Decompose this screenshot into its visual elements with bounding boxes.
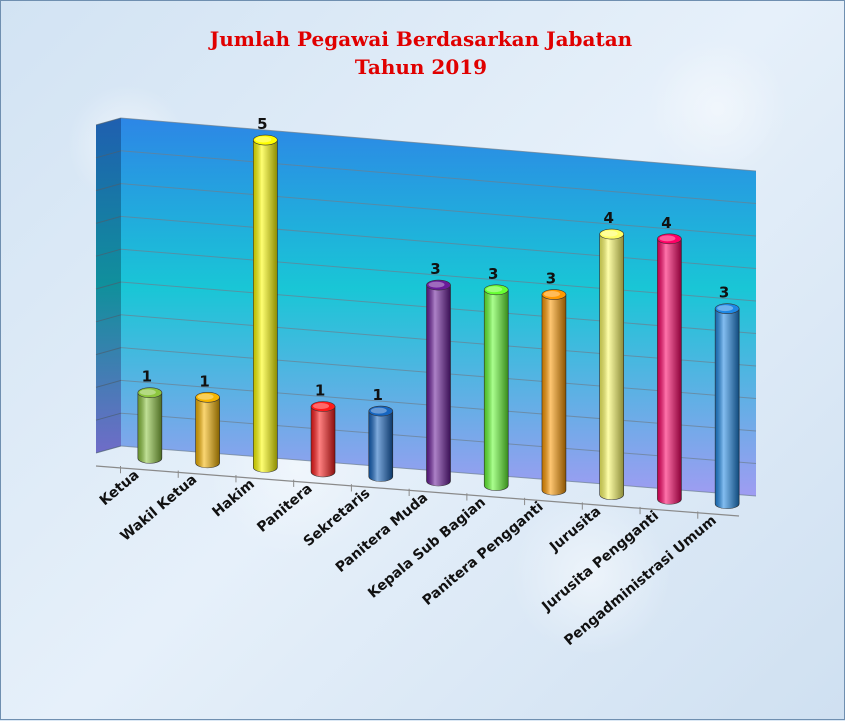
gridline-side xyxy=(95,412,122,421)
gridline-side xyxy=(95,117,122,126)
value-label: 3 xyxy=(719,284,729,302)
gridline-side xyxy=(95,150,122,159)
category-label: Hakim xyxy=(209,476,257,520)
bar-cap-highlight-4 xyxy=(370,407,387,414)
bar-cap-highlight-5 xyxy=(428,281,445,288)
category-label: Kepala Sub Bagian xyxy=(365,494,489,601)
category-label: Jurusita Pengganti xyxy=(538,508,662,615)
bar-cap-8 xyxy=(599,228,624,240)
value-label: 5 xyxy=(257,115,267,133)
bar-cap-4 xyxy=(368,405,394,417)
gridline-side xyxy=(95,248,122,257)
value-label: 1 xyxy=(142,368,152,386)
bar-shading-6 xyxy=(484,289,509,491)
value-label: 3 xyxy=(488,265,498,283)
value-label: 1 xyxy=(315,382,325,400)
value-label: 1 xyxy=(199,372,209,390)
gridline-side xyxy=(95,215,122,224)
bar-cap-highlight-1 xyxy=(197,393,214,400)
gridline-side xyxy=(95,379,122,388)
gridline xyxy=(120,183,757,237)
bar-shading-3 xyxy=(311,406,336,477)
bar-shading-4 xyxy=(368,411,393,482)
category-label: Jurusita xyxy=(546,503,604,555)
bar-shading-9 xyxy=(657,238,682,505)
bar-shading-5 xyxy=(426,285,451,486)
bar-cap-highlight-2 xyxy=(255,136,272,143)
category-label: Panitera Pengganti xyxy=(420,499,547,609)
bar-cap-highlight-0 xyxy=(139,389,156,396)
bar-cap-highlight-9 xyxy=(659,235,676,242)
bar-cap-highlight-3 xyxy=(313,403,330,409)
bar-cap-highlight-10 xyxy=(717,305,734,312)
bar-cap-highlight-7 xyxy=(543,291,560,298)
bar-shading-8 xyxy=(599,234,624,500)
value-label: 1 xyxy=(373,386,383,404)
chart-title: Jumlah Pegawai Berdasarkan Jabatan xyxy=(208,27,633,51)
chart-subtitle: Tahun 2019 xyxy=(355,55,487,79)
gridline-side xyxy=(95,281,122,290)
bar-shading-2 xyxy=(253,140,278,473)
bar-shading-7 xyxy=(541,294,566,496)
gridline-side xyxy=(95,183,122,192)
gridline-side xyxy=(95,347,122,356)
category-label: Panitera xyxy=(254,481,315,536)
bar-cap-highlight-8 xyxy=(601,230,618,237)
value-label: 3 xyxy=(546,270,556,288)
bar-shading-0 xyxy=(137,392,162,464)
bar-cap-highlight-6 xyxy=(486,286,503,293)
category-label: Ketua xyxy=(97,467,143,509)
bar-cap-5 xyxy=(426,279,451,291)
bar-cap-9 xyxy=(657,233,682,245)
x-axis-line xyxy=(95,465,740,517)
bar-cap-7 xyxy=(541,289,567,300)
gridline-side xyxy=(95,445,122,454)
bar-shading-1 xyxy=(195,397,220,468)
bar-cap-10 xyxy=(714,303,740,314)
gridline xyxy=(120,248,757,302)
gridline-side xyxy=(95,314,122,323)
gridline xyxy=(120,215,757,269)
bar-shading-10 xyxy=(715,308,740,509)
gridline xyxy=(120,117,757,172)
gridline xyxy=(120,150,757,204)
value-label: 4 xyxy=(661,214,671,232)
bar-cap-2 xyxy=(253,134,278,146)
value-label: 3 xyxy=(430,260,440,278)
bar-cap-6 xyxy=(483,284,509,296)
bar-cap-1 xyxy=(195,391,220,403)
bar-cap-3 xyxy=(310,401,336,412)
bar-cap-0 xyxy=(137,387,163,399)
value-label: 4 xyxy=(603,209,613,227)
